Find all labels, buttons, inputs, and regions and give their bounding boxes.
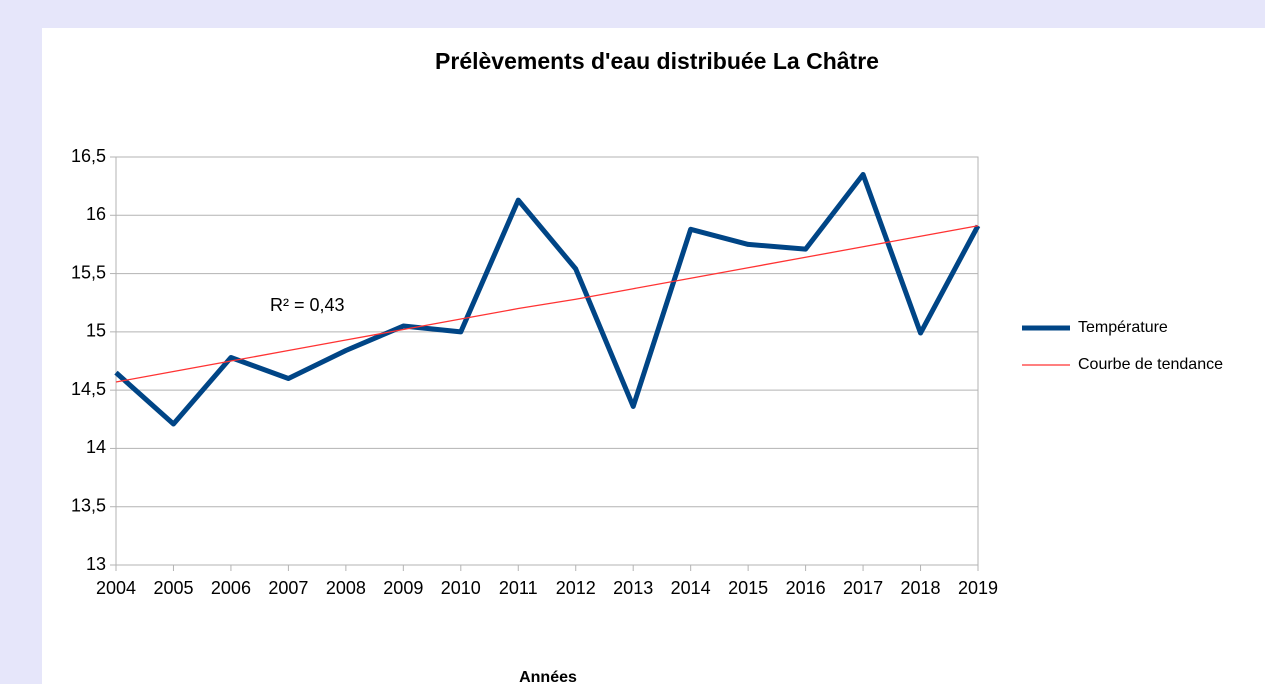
data-line (114, 171, 981, 427)
y-tick-label: 15 (86, 321, 106, 341)
x-tick-label: 2011 (499, 578, 538, 598)
x-tick-label: 2019 (958, 578, 998, 598)
chart-panel (42, 28, 1265, 684)
y-tick-label: 16 (86, 204, 106, 224)
annotation: R² = 0,43 (270, 295, 345, 315)
x-tick-label: 2014 (671, 578, 711, 598)
y-tick-label: 13 (86, 554, 106, 574)
x-tick-label: 2010 (441, 578, 481, 598)
x-tick-label: 2013 (613, 578, 653, 598)
y-tick-label: 15,5 (71, 262, 106, 282)
x-axis-title: Années (519, 669, 577, 684)
y-tick-label: 14,5 (71, 379, 106, 399)
x-tick-label: 2005 (153, 578, 193, 598)
x-tick-label: 2015 (728, 578, 768, 598)
y-tick-label: 16,5 (71, 146, 106, 166)
legend-label: Température (1078, 319, 1168, 336)
x-tick-label: 2018 (901, 578, 941, 598)
x-tick-label: 2012 (556, 578, 596, 598)
chart-title: Prélèvements d'eau distribuée La Châtre (435, 48, 879, 74)
x-tick-label: 2004 (96, 578, 136, 598)
x-tick-label: 2017 (843, 578, 883, 598)
legend-label: Courbe de tendance (1078, 356, 1223, 373)
x-tick-label: 2009 (383, 578, 423, 598)
y-tick-label: 14 (86, 437, 106, 457)
x-tick-label: 2008 (326, 578, 366, 598)
plot-frame (115, 156, 979, 566)
trend-line (115, 225, 979, 383)
x-tick-label: 2016 (786, 578, 826, 598)
y-tick-label: 13,5 (71, 495, 106, 515)
x-tick-label: 2007 (268, 578, 308, 598)
x-tick-label: 2006 (211, 578, 251, 598)
